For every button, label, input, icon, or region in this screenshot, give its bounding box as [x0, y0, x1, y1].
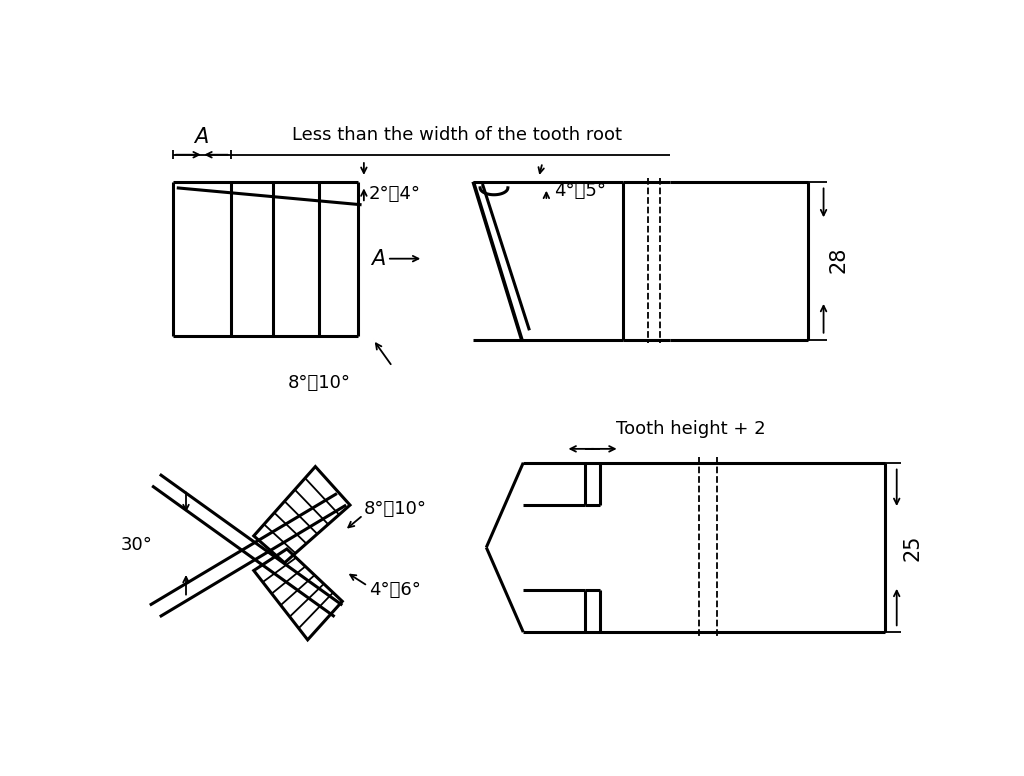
- Text: 8°～10°: 8°～10°: [288, 374, 350, 392]
- Text: 28: 28: [828, 247, 848, 273]
- Text: 2°～4°: 2°～4°: [369, 185, 421, 203]
- Text: 4°～6°: 4°～6°: [370, 580, 421, 599]
- Text: A: A: [372, 248, 386, 268]
- Text: 30°: 30°: [120, 536, 153, 554]
- Text: Less than the width of the tooth root: Less than the width of the tooth root: [292, 126, 623, 144]
- Text: Tooth height + 2: Tooth height + 2: [615, 420, 765, 438]
- Text: A: A: [195, 127, 209, 147]
- Text: 4°～5°: 4°～5°: [554, 182, 606, 200]
- Text: 8°～10°: 8°～10°: [364, 500, 427, 518]
- Text: 25: 25: [902, 534, 922, 561]
